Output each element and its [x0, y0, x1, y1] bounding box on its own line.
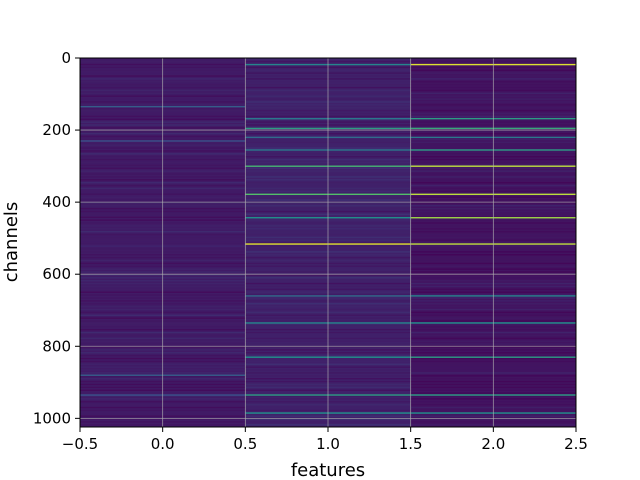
x-axis-label: features: [291, 460, 365, 480]
x-tick-label: 1.5: [399, 435, 423, 453]
y-tick-label: 0: [61, 49, 71, 67]
x-tick-label: 1.0: [316, 435, 340, 453]
x-axis: −0.5 0.0 0.5 1.0 1.5 2.0 2.5: [62, 427, 588, 453]
y-axis-label: channels: [1, 202, 22, 283]
y-axis: 0 200 400 600 800 1000: [33, 49, 80, 427]
y-tick-label: 600: [42, 265, 71, 283]
y-tick-label: 200: [42, 121, 71, 139]
y-tick-label: 1000: [33, 409, 71, 427]
x-tick-label: 0.5: [233, 435, 257, 453]
y-tick-label: 400: [42, 193, 71, 211]
x-tick-label: 2.0: [481, 435, 505, 453]
x-tick-label: 2.5: [564, 435, 588, 453]
x-tick-label: −0.5: [62, 435, 98, 453]
x-tick-label: 0.0: [151, 435, 175, 453]
y-tick-label: 800: [42, 337, 71, 355]
